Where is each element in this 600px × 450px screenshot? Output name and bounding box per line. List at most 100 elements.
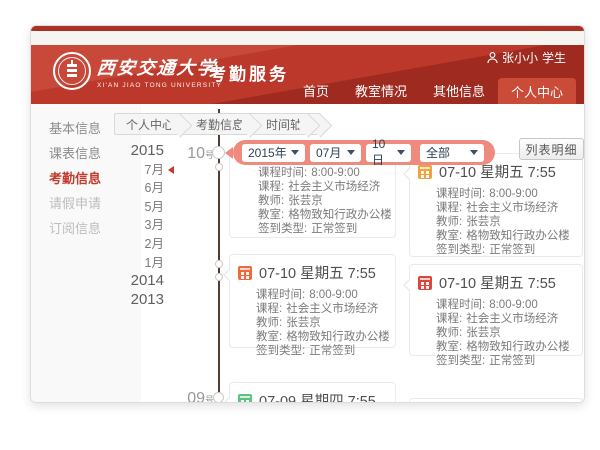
window-top-accent-bar [31,26,584,31]
list-detail-button[interactable]: 列表明细 [519,138,584,160]
field-value: 格物致知行政办公楼 [466,341,570,353]
timeline-month-5[interactable]: 5月 [144,199,164,214]
breadcrumb-attendance-info[interactable]: 考勤信息 [180,113,251,135]
field-label: 教师: [436,216,463,228]
card-title: 07-09 星期四 7:55 [259,394,376,403]
day-suffix: 号 [204,150,214,160]
timeline-year-2013[interactable]: 2013 [130,290,164,308]
field-value: 张芸京 [286,317,321,329]
filter-bar: 2015年 07月 10日 全部 [225,137,495,167]
main-nav: 首页 教室情况 其他信息 个人中心 [290,76,576,104]
field-classroom: 教室: 格物致知行政办公楼 [258,208,392,222]
field-label: 签到类型: [436,244,486,256]
field-teacher: 教师: 张芸京 [256,316,387,330]
user-info[interactable]: 张小小 学生 [487,49,566,66]
field-label: 教师: [436,327,463,339]
timeline-month-label: 7月 [144,162,164,177]
nav-tab-home[interactable]: 首页 [302,83,329,99]
field-course: 课程: 社会主义市场经济 [436,201,574,215]
timeline-month-1[interactable]: 1月 [144,255,164,270]
field-value: 8:00-9:00 [309,289,358,301]
timeline-day-label-10: 10号 [174,145,214,163]
field-course: 课程: 社会主义市场经济 [436,312,574,326]
card-fields: 课程时间: 8:00-9:00 课程: 社会主义市场经济 教师: 张芸京 教室: 格物致… [410,295,582,368]
user-name: 张小小 [501,51,538,65]
field-label: 课程: [436,313,463,325]
app-header: 西安交通大学 XI'AN JIAO TONG UNIVERSITY 考勤服务 张… [31,45,584,104]
attendance-card-row2-right[interactable]: 07-10 星期五 7:55 课程时间: 8:00-9:00 课程: 社会主义市场经… [403,264,583,367]
timeline-month-2[interactable]: 2月 [144,236,164,251]
sidebar-item-basic-info[interactable]: 基本信息 [49,121,102,136]
field-signin-type: 签到类型: 正常签到 [258,222,387,236]
sidebar-item-schedule-info[interactable]: 课表信息 [49,146,102,161]
month-select-value: 07月 [316,146,342,160]
timeline-node-small-2 [215,260,223,268]
dropdown-caret-icon [347,150,355,155]
day-number: 09 [187,390,205,403]
field-label: 教室: [436,230,463,242]
current-month-marker-icon [168,165,174,174]
field-course-time: 课程时间: 8:00-9:00 [436,298,574,312]
day-suffix: 号 [204,395,214,403]
field-course-time: 课程时间: 8:00-9:00 [436,187,574,201]
app-window: 西安交通大学 XI'AN JIAO TONG UNIVERSITY 考勤服务 张… [30,25,585,403]
field-label: 签到类型: [258,223,308,235]
field-teacher: 教师: 张芸京 [436,326,574,340]
timeline-node-day10 [212,146,225,159]
university-name-en: XI'AN JIAO TONG UNIVERSITY [97,82,223,89]
attendance-card-row2-left[interactable]: 07-10 星期五 7:55 课程时间: 8:00-9:00 课程: 社会主义市场经… [223,254,396,357]
timeline-day-label-09: 09号 [174,390,214,403]
month-select[interactable]: 07月 [310,143,361,162]
timeline-year-list: 2015 7月 6月 5月 3月 2月 1月 2014 2013 [91,142,174,309]
university-name-block: 西安交通大学 XI'AN JIAO TONG UNIVERSITY [96,54,223,89]
field-value: 8:00-9:00 [489,299,538,311]
field-label: 签到类型: [436,355,486,367]
field-teacher: 教师: 张芸京 [258,194,387,208]
attendance-status-icon [238,393,252,402]
type-select[interactable]: 全部 [420,143,484,162]
user-icon [487,51,498,63]
dropdown-caret-icon [470,150,478,155]
field-value: 张芸京 [466,327,501,339]
dropdown-caret-icon [397,150,405,155]
field-classroom: 教室: 格物致知行政办公楼 [436,229,574,243]
timeline-month-6[interactable]: 6月 [144,181,164,196]
field-label: 教师: [256,317,283,329]
field-value: 8:00-9:00 [311,167,360,179]
card-fields: 课程时间: 8:00-9:00 课程: 社会主义市场经济 教师: 张芸京 教室: 格物致… [230,285,395,358]
year-select[interactable]: 2015年 [242,143,305,162]
field-teacher: 教师: 张芸京 [436,215,574,229]
field-value: 格物致知行政办公楼 [466,230,570,242]
field-label: 教室: [256,331,283,343]
field-course-time: 课程时间: 8:00-9:00 [258,166,387,180]
timeline-year-2015[interactable]: 2015 [130,142,164,159]
field-label: 课程: [436,202,463,214]
timeline-year-2014[interactable]: 2014 [130,272,164,290]
timeline-month-7-current[interactable]: 7月 [91,161,174,180]
card-fields: 课程时间: 8:00-9:00 课程: 社会主义市场经济 教师: 张芸京 教室: 格物致… [230,150,395,236]
sidebar-item-leave-request[interactable]: 请假申请 [49,196,102,211]
field-value: 社会主义市场经济 [466,202,559,214]
attendance-card-row1-right[interactable]: 07-10 星期五 7:55 课程时间: 8:00-9:00 课程: 社会主义市场经… [403,153,583,257]
attendance-card-row3-right[interactable] [409,398,583,402]
nav-tab-personal-center[interactable]: 个人中心 [497,78,576,104]
day-select[interactable]: 10日 [366,137,411,167]
sidebar-item-attendance-info[interactable]: 考勤信息 [49,171,102,186]
sidebar-item-subscription-info[interactable]: 订阅信息 [49,221,102,236]
day-select-value: 10日 [372,137,386,167]
field-label: 课程时间: [258,167,308,179]
timeline-month-3[interactable]: 3月 [144,218,164,233]
breadcrumb-personal-center[interactable]: 个人中心 [114,113,181,135]
field-value: 正常签到 [311,223,358,235]
attendance-card-row3-left[interactable]: 07-09 星期四 7:55 [223,382,396,403]
field-value: 社会主义市场经济 [286,303,379,315]
field-course: 课程: 社会主义市场经济 [256,302,387,316]
nav-tab-other-info[interactable]: 其他信息 [432,83,485,99]
year-select-value: 2015年 [248,146,287,160]
timeline-axis [218,109,220,402]
nav-tab-classrooms[interactable]: 教室情况 [354,83,407,99]
field-label: 课程时间: [436,299,486,311]
field-label: 课程: [258,181,285,193]
card-header: 07-10 星期五 7:55 [410,154,582,184]
